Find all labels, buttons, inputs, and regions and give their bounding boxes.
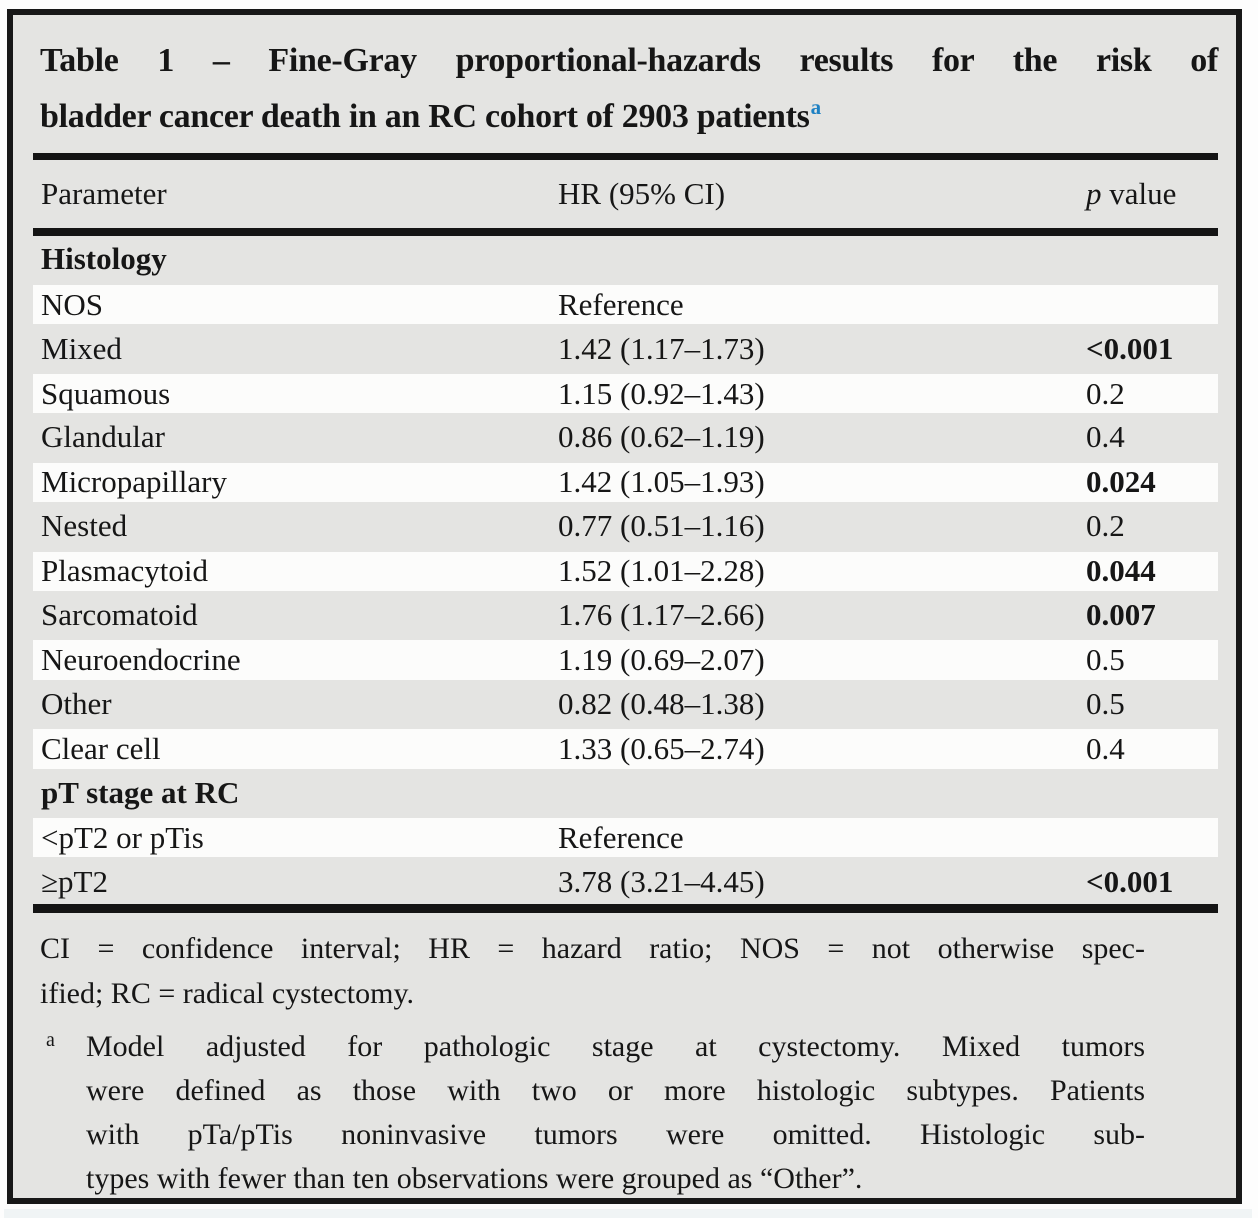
cell-parameter: Other (41, 686, 112, 721)
table-row: Plasmacytoid 1.52 (1.01–2.28) 0.044 (33, 548, 1218, 593)
footnote-a: a Model adjusted for pathologic stage at … (40, 1018, 1145, 1201)
column-header-p-italic: p (1086, 176, 1102, 211)
table-row: Mixed 1.42 (1.17–1.73) <0.001 (33, 326, 1218, 370)
cell-parameter: Micropapillary (41, 464, 227, 500)
cell-hr: 1.52 (1.01–2.28) (558, 553, 765, 589)
table-header-row: Parameter HR (95% CI) p value (33, 160, 1218, 228)
cell-pvalue: 0.4 (1086, 419, 1125, 455)
cell-parameter: Clear cell (41, 730, 161, 766)
table-title-line2-text: bladder cancer death in an RC cohort of … (40, 98, 810, 135)
cell-hr: Reference (558, 819, 684, 855)
cell-hr: Reference (558, 286, 684, 322)
table-row: Sarcomatoid 1.76 (1.17–2.66) 0.007 (33, 593, 1218, 637)
table-row: Clear cell 1.33 (0.65–2.74) 0.4 (33, 726, 1218, 771)
table-row: <pT2 or pTis Reference (33, 815, 1218, 860)
footnote-a-line1-text: Model adjusted for pathologic stage at c… (86, 1029, 1145, 1063)
table-row: Other 0.82 (0.48–1.38) 0.5 (33, 682, 1218, 726)
cell-parameter: Sarcomatoid (41, 597, 198, 633)
cell-pvalue: 0.024 (1086, 464, 1156, 500)
abbreviations-line2: ified; RC = radical cystectomy. (40, 976, 415, 1010)
cell-hr: 3.78 (3.21–4.45) (558, 863, 765, 899)
table-row: NOS Reference (33, 282, 1218, 327)
table-row: Neuroendocrine 1.19 (0.69–2.07) 0.5 (33, 637, 1218, 682)
column-header-parameter: Parameter (41, 176, 167, 211)
rule-above-header (33, 153, 1218, 160)
cell-parameter: ≥pT2 (41, 863, 108, 899)
table-row: Nested 0.77 (0.51–1.16) 0.2 (33, 504, 1218, 548)
cell-pvalue: 0.5 (1086, 686, 1125, 721)
cell-parameter: Nested (41, 508, 128, 544)
cell-parameter: Mixed (41, 330, 122, 366)
table-row: Micropapillary 1.42 (1.05–1.93) 0.024 (33, 459, 1218, 505)
cell-pvalue: 0.2 (1086, 508, 1125, 544)
column-header-pvalue: p value (1086, 176, 1218, 212)
table-row: Glandular 0.86 (0.62–1.19) 0.4 (33, 415, 1218, 459)
column-header-hr: HR (95% CI) (558, 176, 726, 211)
footnote-a-line1: a Model adjusted for pathologic stage at … (40, 1018, 1145, 1069)
cell-parameter: NOS (41, 286, 104, 322)
footnote-a-line4: types with fewer than ten observations w… (86, 1161, 863, 1195)
footnotes: CI = confidence interval; HR = hazard ra… (40, 926, 1145, 1201)
cell-pvalue: 0.5 (1086, 642, 1125, 678)
cell-hr: 1.33 (0.65–2.74) (558, 730, 765, 766)
section-label: Histology (41, 241, 167, 276)
table-row: ≥pT2 3.78 (3.21–4.45) <0.001 (33, 859, 1218, 903)
scan-edge-strip (4, 1209, 1252, 1218)
table-title-line1: Table 1 – Fine-Gray proportional-hazards… (40, 42, 1218, 79)
cell-hr: 0.82 (0.48–1.38) (558, 686, 765, 721)
cell-hr: 1.15 (0.92–1.43) (558, 375, 765, 411)
table-body: Histology NOS Reference Mixed 1.42 (1.17… (33, 236, 1218, 904)
section-label: pT stage at RC (41, 774, 240, 810)
table-row: Squamous 1.15 (0.92–1.43) 0.2 (33, 370, 1218, 416)
table-title-line2: bladder cancer death in an RC cohort of … (40, 84, 1218, 140)
cell-pvalue: <0.001 (1086, 863, 1174, 899)
column-header-p-rest: value (1101, 176, 1177, 211)
abbreviations-line1: CI = confidence interval; HR = hazard ra… (40, 931, 1145, 965)
footnote-a-marker: a (46, 1028, 55, 1051)
table-frame: Table 1 – Fine-Gray proportional-hazards… (7, 9, 1242, 1204)
cell-hr: 1.19 (0.69–2.07) (558, 642, 765, 678)
cell-pvalue: 0.007 (1086, 597, 1156, 633)
cell-hr: 1.42 (1.17–1.73) (558, 330, 765, 366)
footnote-a-line3: with pTa/pTis noninvasive tumors were om… (86, 1117, 1145, 1151)
rule-below-header (33, 228, 1218, 236)
rule-bottom (33, 903, 1218, 913)
cell-pvalue: <0.001 (1086, 330, 1174, 366)
cell-parameter: Glandular (41, 419, 165, 455)
cell-parameter: Squamous (41, 375, 171, 411)
cell-pvalue: 0.044 (1086, 553, 1156, 589)
cell-hr: 1.42 (1.05–1.93) (558, 464, 765, 500)
footnote-a-link[interactable]: a (810, 95, 822, 119)
cell-hr: 0.86 (0.62–1.19) (558, 419, 765, 455)
cell-hr: 0.77 (0.51–1.16) (558, 508, 765, 544)
cell-parameter: Plasmacytoid (41, 553, 209, 589)
abbreviations-note: CI = confidence interval; HR = hazard ra… (40, 926, 1145, 1016)
table-title: Table 1 – Fine-Gray proportional-hazards… (40, 38, 1218, 140)
footnote-a-line2: were defined as those with two or more h… (86, 1073, 1145, 1107)
cell-pvalue: 0.4 (1086, 730, 1125, 766)
cell-parameter: Neuroendocrine (41, 642, 241, 678)
cell-hr: 1.76 (1.17–2.66) (558, 597, 765, 633)
cell-parameter: <pT2 or pTis (41, 819, 204, 855)
section-header-pt-stage: pT stage at RC (33, 771, 1218, 815)
section-header-histology: Histology (33, 236, 1218, 282)
cell-pvalue: 0.2 (1086, 375, 1125, 411)
